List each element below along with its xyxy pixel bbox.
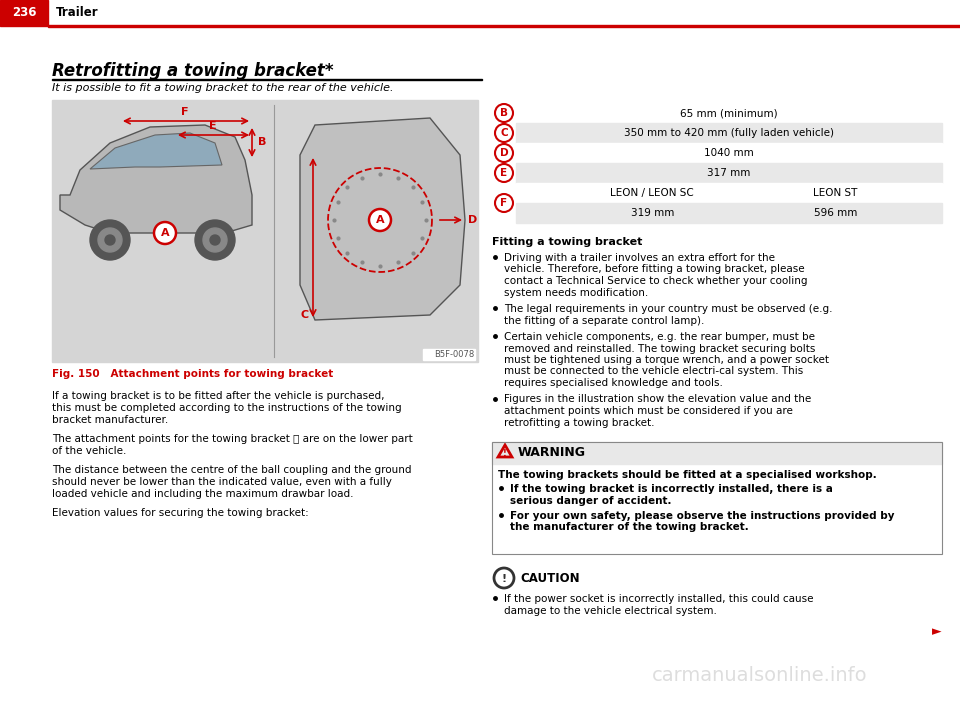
Text: Trailer: Trailer [56, 6, 99, 20]
Text: vehicle. Therefore, before fitting a towing bracket, please: vehicle. Therefore, before fitting a tow… [504, 264, 804, 275]
Text: loaded vehicle and including the maximum drawbar load.: loaded vehicle and including the maximum… [52, 489, 353, 499]
Text: C: C [300, 310, 309, 320]
Circle shape [369, 209, 391, 231]
Text: The legal requirements in your country must be observed (e.g.: The legal requirements in your country m… [504, 304, 832, 314]
Bar [423, 349, 475, 360]
Text: D: D [468, 215, 477, 225]
Text: retrofitting a towing bracket.: retrofitting a towing bracket. [504, 418, 655, 428]
Text: B5F-0078: B5F-0078 [434, 350, 474, 359]
Circle shape [495, 144, 513, 162]
Text: Retrofitting a towing bracket*: Retrofitting a towing bracket* [52, 62, 334, 80]
Text: F: F [181, 107, 189, 117]
Text: The towing brackets should be fitted at a specialised workshop.: The towing brackets should be fitted at … [498, 470, 876, 480]
Text: F: F [500, 198, 508, 208]
Text: LEON / LEON SC: LEON / LEON SC [611, 188, 694, 198]
Text: Driving with a trailer involves an extra effort for the: Driving with a trailer involves an extra… [504, 253, 775, 263]
Text: system needs modification.: system needs modification. [504, 287, 648, 297]
Text: WARNING: WARNING [518, 447, 586, 459]
Text: 319 mm: 319 mm [631, 208, 674, 218]
Text: serious danger of accident.: serious danger of accident. [510, 496, 671, 505]
Text: removed and reinstalled. The towing bracket securing bolts: removed and reinstalled. The towing brac… [504, 343, 815, 353]
Bar [492, 442, 942, 464]
Circle shape [154, 222, 176, 244]
Text: must be tightened using a torque wrench, and a power socket: must be tightened using a torque wrench,… [504, 355, 829, 365]
Text: the manufacturer of the towing bracket.: the manufacturer of the towing bracket. [510, 522, 749, 533]
Circle shape [105, 235, 115, 245]
Text: B: B [500, 108, 508, 118]
Bar [48, 25, 960, 27]
Bar [0, 0, 48, 26]
Text: the fitting of a separate control lamp).: the fitting of a separate control lamp). [504, 315, 705, 325]
Text: B: B [258, 137, 266, 147]
Text: Fig. 150   Attachment points for towing bracket: Fig. 150 Attachment points for towing br… [52, 369, 333, 379]
Bar [516, 183, 942, 203]
Text: contact a Technical Service to check whether your cooling: contact a Technical Service to check whe… [504, 276, 807, 286]
Text: 65 mm (minimum): 65 mm (minimum) [681, 108, 778, 118]
Text: CAUTION: CAUTION [520, 571, 580, 585]
Text: Figures in the illustration show the elevation value and the: Figures in the illustration show the ele… [504, 395, 811, 404]
Text: D: D [500, 148, 508, 158]
Polygon shape [300, 118, 465, 320]
Text: B5F-0078: B5F-0078 [434, 350, 474, 359]
Text: Certain vehicle components, e.g. the rear bumper, must be: Certain vehicle components, e.g. the rea… [504, 332, 815, 342]
Text: must be connected to the vehicle electri-cal system. This: must be connected to the vehicle electri… [504, 367, 804, 376]
Text: 1040 mm: 1040 mm [704, 148, 754, 158]
Text: For your own safety, please observe the instructions provided by: For your own safety, please observe the … [510, 511, 895, 521]
Circle shape [195, 220, 235, 260]
Bar [52, 79, 482, 80]
Text: damage to the vehicle electrical system.: damage to the vehicle electrical system. [504, 606, 717, 615]
Circle shape [495, 164, 513, 182]
Bar [516, 143, 942, 163]
Text: 350 mm to 420 mm (fully laden vehicle): 350 mm to 420 mm (fully laden vehicle) [624, 128, 834, 138]
Text: Fitting a towing bracket: Fitting a towing bracket [492, 237, 642, 247]
Text: A: A [160, 228, 169, 238]
Circle shape [98, 228, 122, 252]
Circle shape [495, 194, 513, 212]
Text: 317 mm: 317 mm [708, 168, 751, 178]
Text: should never be lower than the indicated value, even with a fully: should never be lower than the indicated… [52, 477, 392, 487]
Text: It is possible to fit a towing bracket to the rear of the vehicle.: It is possible to fit a towing bracket t… [52, 83, 394, 93]
Text: If a towing bracket is to be fitted after the vehicle is purchased,: If a towing bracket is to be fitted afte… [52, 391, 385, 401]
Text: C: C [500, 128, 508, 138]
Polygon shape [60, 125, 252, 233]
Text: this must be completed according to the instructions of the towing: this must be completed according to the … [52, 403, 401, 413]
Text: of the vehicle.: of the vehicle. [52, 446, 127, 456]
Text: Elevation values for securing the towing bracket:: Elevation values for securing the towing… [52, 508, 309, 518]
Text: bracket manufacturer.: bracket manufacturer. [52, 415, 168, 425]
Text: E: E [209, 121, 217, 131]
Text: carmanualsonline.info: carmanualsonline.info [652, 666, 868, 685]
Text: ►: ► [932, 625, 942, 638]
Bar [516, 203, 942, 223]
Text: The attachment points for the towing bracket Ⓐ are on the lower part: The attachment points for the towing bra… [52, 434, 413, 444]
Text: attachment points which must be considered if you are: attachment points which must be consider… [504, 406, 793, 416]
Text: requires specialised knowledge and tools.: requires specialised knowledge and tools… [504, 378, 723, 388]
Text: A: A [375, 215, 384, 225]
Text: !: ! [501, 574, 507, 584]
Circle shape [90, 220, 130, 260]
Text: LEON ST: LEON ST [813, 188, 857, 198]
Bar [516, 123, 942, 143]
Text: 236: 236 [12, 6, 36, 20]
Polygon shape [90, 133, 222, 169]
Text: 596 mm: 596 mm [814, 208, 857, 218]
Bar [52, 100, 478, 362]
Text: E: E [500, 168, 508, 178]
Circle shape [495, 104, 513, 122]
Bar [516, 163, 942, 183]
Circle shape [210, 235, 220, 245]
Bar [516, 103, 942, 123]
Circle shape [203, 228, 227, 252]
Circle shape [495, 124, 513, 142]
Text: If the towing bracket is incorrectly installed, there is a: If the towing bracket is incorrectly ins… [510, 484, 833, 494]
Text: If the power socket is incorrectly installed, this could cause: If the power socket is incorrectly insta… [504, 594, 813, 604]
Text: !: ! [503, 449, 507, 458]
Text: The distance between the centre of the ball coupling and the ground: The distance between the centre of the b… [52, 465, 412, 475]
Bar [492, 442, 942, 554]
